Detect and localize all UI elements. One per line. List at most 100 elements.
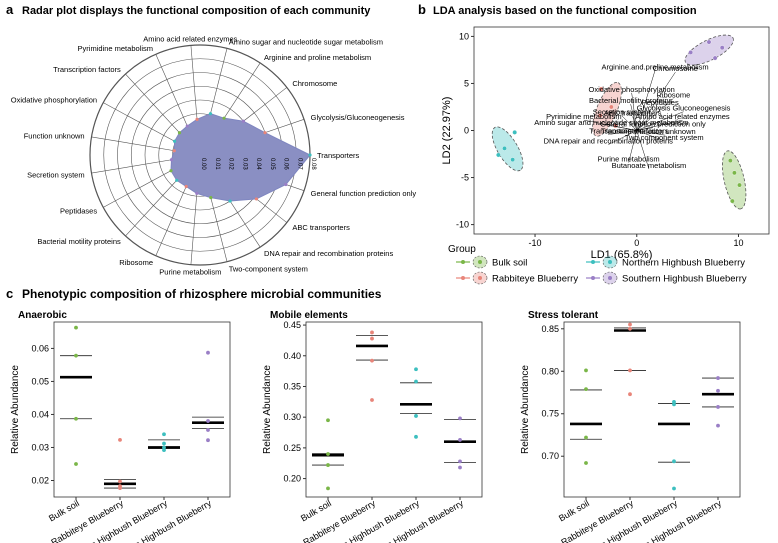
lda-x-tick-label: -10 bbox=[529, 238, 542, 248]
radar-tick-label: 0.03 bbox=[241, 158, 247, 170]
lda-loading-label: General function prediction only bbox=[600, 120, 706, 129]
dotplot-y-axis-title: Relative Abundance bbox=[520, 365, 531, 454]
dotplot-point bbox=[326, 486, 330, 491]
radar-axis-label: Chromosome bbox=[292, 79, 337, 88]
radar-point bbox=[195, 191, 199, 195]
dotplot-point bbox=[414, 367, 418, 372]
lda-loading-arrow bbox=[636, 130, 650, 170]
lda-point bbox=[502, 145, 507, 151]
lda-loading-arrow bbox=[636, 130, 665, 142]
dotplot-y-tick-label: 0.30 bbox=[283, 412, 301, 422]
dotplot-point bbox=[584, 368, 588, 373]
radar-tick-label: 0.00 bbox=[200, 158, 206, 170]
lda-loading-arrow bbox=[636, 130, 666, 136]
panel-b-letter: b bbox=[418, 2, 426, 17]
lda-loading-label: Peptidases bbox=[642, 98, 679, 107]
lda-chart: -10 0 10 -10 -5 0 5 10 LD1 (65.8%) LD2 (22.97%) Ar… bbox=[441, 26, 770, 261]
radar-area bbox=[170, 113, 311, 202]
radar-tick-label: 0.02 bbox=[228, 158, 234, 170]
dotplot-point bbox=[716, 405, 720, 409]
lda-y-axis-title: LD2 (22.97%) bbox=[441, 97, 453, 165]
radar-axis-label: Function unknown bbox=[24, 132, 85, 141]
dotplot-point bbox=[672, 486, 676, 491]
legend-label: Southern Highbush Blueberry bbox=[622, 274, 747, 285]
radar-point bbox=[172, 149, 176, 153]
lda-point bbox=[729, 198, 735, 204]
lda-y-tick-label: 0 bbox=[464, 126, 469, 136]
dotplot-point bbox=[584, 461, 588, 465]
radar-tick-label: 0.06 bbox=[283, 158, 289, 170]
radar-tick-label: 0.04 bbox=[255, 158, 261, 170]
dotplot-point bbox=[370, 330, 374, 335]
legend-point-swatch bbox=[461, 260, 465, 264]
dotplot-point bbox=[74, 353, 78, 358]
dotplot-point bbox=[414, 414, 418, 418]
dotplot-point bbox=[628, 322, 632, 327]
panel-c-title: Phenotypic composition of rhizosphere mi… bbox=[22, 287, 382, 301]
dotplot-point bbox=[414, 379, 418, 384]
lda-point bbox=[496, 152, 501, 158]
dotplot-point bbox=[118, 479, 122, 484]
lda-loading-arrow bbox=[636, 70, 656, 131]
radar-axis-label: Peptidases bbox=[60, 207, 97, 216]
dotplot-point bbox=[672, 459, 676, 464]
panel-c-letter: c bbox=[6, 286, 13, 301]
lda-y-tick-label: 5 bbox=[464, 78, 469, 88]
panel-a-letter: a bbox=[6, 2, 14, 17]
group-legend: Group Bulk soil Rabbiteye Blueberry Norther… bbox=[448, 244, 747, 285]
radar-axis-label: Two-component system bbox=[229, 264, 308, 273]
lda-point bbox=[727, 158, 733, 164]
lda-loading-label: Function unknown bbox=[635, 127, 696, 136]
radar-axis-label: Amino acid related enzymes bbox=[143, 34, 237, 43]
radar-point bbox=[175, 178, 179, 182]
lda-point bbox=[510, 157, 516, 163]
mobile-elements-chart: Mobile elements 0.20 0.25 0.30 0.35 0.40 0.45 R… bbox=[262, 310, 483, 543]
lda-loading-label: Oxidative phosphorylation bbox=[589, 85, 675, 94]
anaerobic-chart: Anaerobic 0.02 0.03 0.04 0.05 0.06 Relative Ab… bbox=[10, 310, 231, 543]
dotplot-y-tick-label: 0.45 bbox=[283, 320, 301, 330]
dotplot-y-tick-label: 0.04 bbox=[31, 409, 49, 419]
lda-loading-arrow bbox=[636, 105, 661, 131]
legend-ellipse-point bbox=[608, 260, 612, 264]
dotplot-point bbox=[206, 350, 210, 355]
legend-label: Rabbiteye Blueberry bbox=[492, 274, 578, 285]
dotplot-point bbox=[584, 387, 588, 392]
dotplot-y-axis-title: Relative Abundance bbox=[10, 365, 21, 454]
dotplot-y-tick-label: 0.06 bbox=[31, 343, 49, 353]
radar-point bbox=[308, 153, 312, 157]
dotplot-y-tick-label: 0.03 bbox=[31, 442, 49, 452]
dotplot-y-tick-label: 0.70 bbox=[541, 451, 559, 461]
dotplot-point bbox=[414, 434, 418, 439]
dotplot-point bbox=[326, 452, 330, 456]
lda-point bbox=[706, 39, 712, 45]
dotplot-point bbox=[206, 428, 210, 432]
dotplot-y-tick-label: 0.02 bbox=[31, 475, 49, 485]
legend-point-swatch bbox=[591, 276, 595, 280]
dotplot-point bbox=[628, 326, 632, 331]
lda-point bbox=[598, 86, 604, 92]
radar-tick-label: 0.01 bbox=[214, 158, 220, 170]
lda-loading-arrow bbox=[628, 130, 638, 163]
lda-y-tick-label: 10 bbox=[459, 31, 469, 41]
lda-loading-label: ABC transporters bbox=[604, 108, 662, 117]
dotplot-point bbox=[162, 441, 166, 446]
dotplot-y-tick-label: 0.35 bbox=[283, 381, 301, 391]
radar-chart: 0.00 0.01 0.02 0.03 0.04 0.05 0.06 0.07 0.08Tran… bbox=[11, 34, 417, 276]
lda-loading-arrow bbox=[632, 116, 637, 131]
lda-loading-arrow bbox=[636, 119, 683, 131]
radar-point bbox=[263, 131, 267, 135]
dotplot-y-axis-title: Relative Abundance bbox=[262, 365, 273, 454]
radar-point bbox=[185, 124, 189, 128]
lda-point bbox=[597, 113, 603, 118]
radar-axis-label: Secretion system bbox=[27, 170, 85, 179]
legend-point-swatch bbox=[591, 260, 595, 264]
lda-loading-arrow bbox=[636, 127, 654, 131]
legend-point-swatch bbox=[461, 276, 465, 280]
lda-loading-arrow bbox=[636, 111, 684, 131]
lda-x-tick-label: 0 bbox=[634, 238, 639, 248]
dotplot-point bbox=[206, 419, 210, 423]
dotplot-point bbox=[118, 437, 122, 442]
radar-point bbox=[284, 182, 288, 187]
lda-loading-arrow bbox=[611, 125, 637, 131]
panel-a-title: Radar plot displays the functional compo… bbox=[22, 5, 371, 17]
